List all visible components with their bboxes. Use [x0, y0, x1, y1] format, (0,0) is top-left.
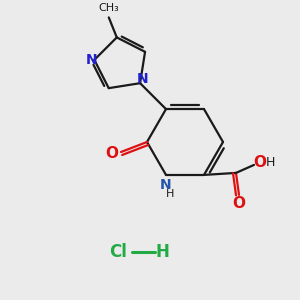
- Text: Cl: Cl: [109, 243, 127, 261]
- Text: H: H: [155, 243, 169, 261]
- Text: H: H: [166, 189, 174, 199]
- Text: CH₃: CH₃: [98, 3, 119, 14]
- Text: N: N: [136, 72, 148, 86]
- Text: N: N: [85, 53, 97, 67]
- Text: O: O: [232, 196, 245, 211]
- Text: O: O: [106, 146, 118, 160]
- Text: O: O: [254, 155, 266, 170]
- Text: N: N: [160, 178, 172, 192]
- Text: H: H: [265, 156, 275, 170]
